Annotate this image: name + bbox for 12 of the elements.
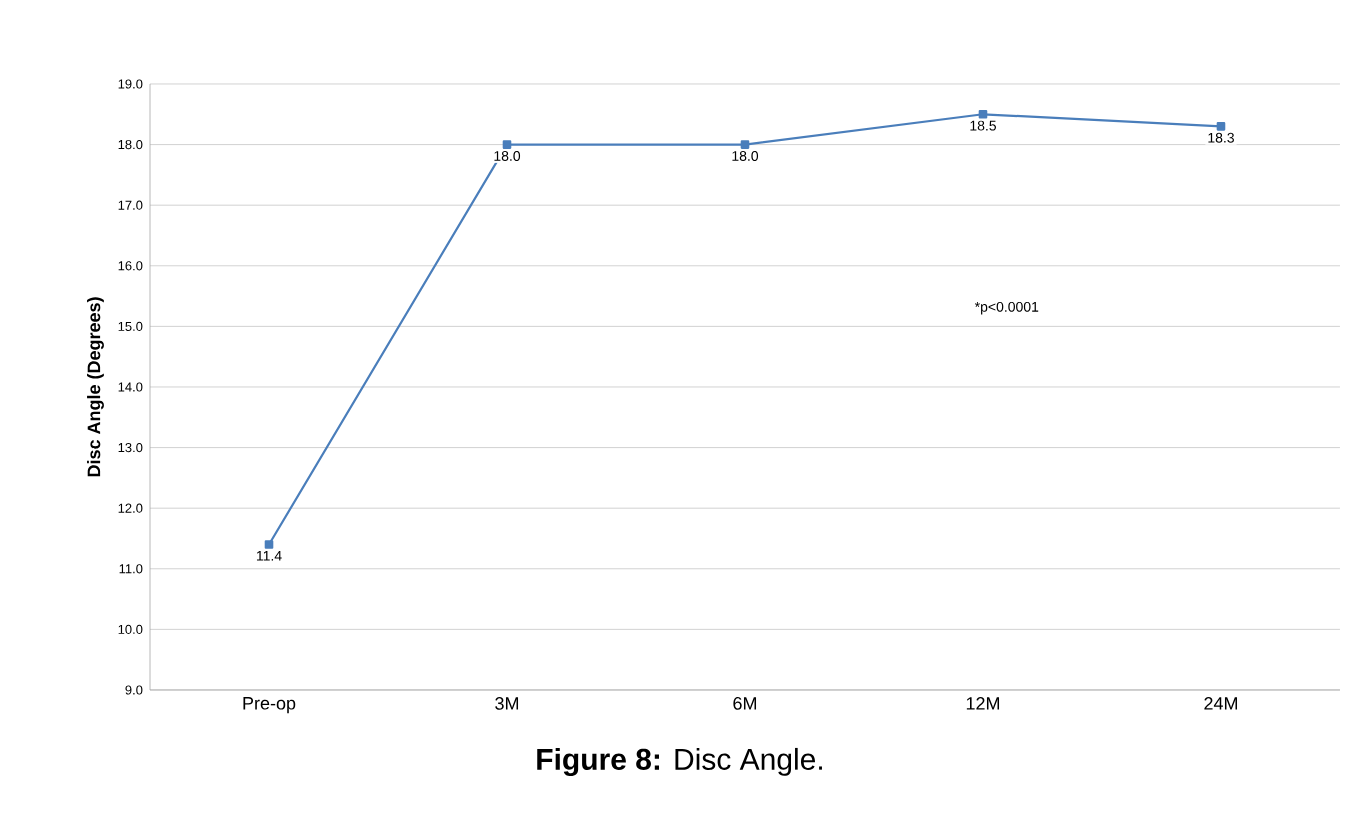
text: Figure 8: Disc Angle. (537, 747, 822, 777)
x-tick-label: 12M (966, 697, 1000, 710)
point (264, 540, 274, 549)
point (978, 109, 988, 119)
x-tick-label: 3M (495, 697, 519, 710)
x-tick-label: 24M (1204, 697, 1238, 710)
x-tick-label: Pre-op (243, 697, 296, 714)
point (740, 140, 750, 149)
point (502, 140, 512, 149)
y-axis-title: Disc Angle (Degrees) (87, 297, 104, 477)
x-tick-label: 6M (733, 697, 757, 710)
point (1216, 122, 1226, 131)
